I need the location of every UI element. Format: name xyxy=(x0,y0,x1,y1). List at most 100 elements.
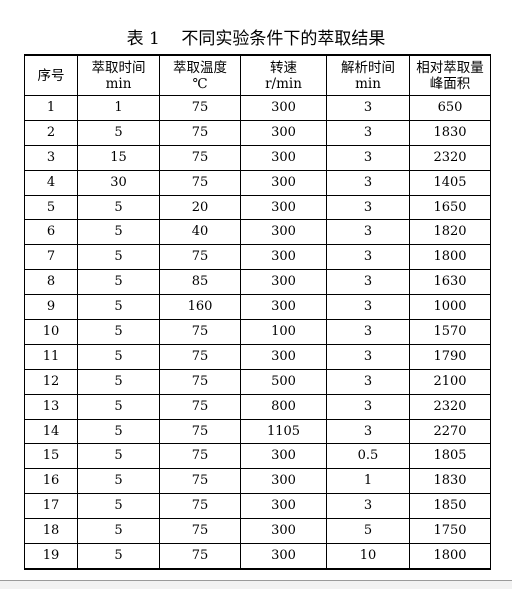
table-cell: 100 xyxy=(240,319,327,345)
table-cell: 1630 xyxy=(409,269,491,296)
table-cell: 1790 xyxy=(409,343,491,370)
table-cell: 1 xyxy=(24,95,78,121)
table-cell: 5 xyxy=(77,393,160,420)
table-cell: 300 xyxy=(240,294,327,321)
table-cell: 300 xyxy=(240,269,327,296)
table-cell: 5 xyxy=(77,244,160,271)
table-cell: 3 xyxy=(326,194,410,221)
table-cell: 13 xyxy=(24,393,78,420)
table-cell: 3 xyxy=(326,95,410,121)
table-cell: 75 xyxy=(159,119,241,146)
table-row: 11 5 75 300 3 1790 xyxy=(24,343,491,370)
table-row: 3 15 75 300 3 2320 xyxy=(24,144,491,171)
page-bottom-divider xyxy=(0,580,512,581)
table-cell: 5 xyxy=(77,343,160,370)
table-cell: 75 xyxy=(159,493,241,520)
page-bottom-strip xyxy=(0,581,512,589)
column-header-title: 萃取时间 xyxy=(91,59,146,76)
table-cell: 1 xyxy=(77,95,160,121)
table-cell: 75 xyxy=(159,144,241,171)
column-header-title: 萃取温度 xyxy=(173,59,227,76)
table-cell: 4 xyxy=(24,169,78,196)
column-header-unit: r/min xyxy=(265,75,302,92)
table-cell: 1000 xyxy=(409,294,491,321)
table-cell: 5 xyxy=(77,294,160,321)
table-cell: 1650 xyxy=(409,194,491,221)
table-cell: 300 xyxy=(240,244,327,271)
table-cell: 1805 xyxy=(409,443,491,470)
table-cell: 75 xyxy=(159,443,241,470)
table-cell: 3 xyxy=(326,319,410,345)
table-cell: 75 xyxy=(159,518,241,545)
column-header: 萃取时间 min xyxy=(77,54,160,96)
table-cell: 5 xyxy=(77,219,160,246)
table-cell: 12 xyxy=(24,368,78,395)
table-row: 14 5 75 1105 3 2270 xyxy=(24,418,491,445)
table-cell: 800 xyxy=(240,393,327,420)
table-cell: 2320 xyxy=(409,144,491,171)
table-cell: 20 xyxy=(159,194,241,221)
table-cell: 5 xyxy=(77,319,160,345)
header-row: 序号 萃取时间 min 萃取温度 ℃ 转速 r/min 解析时间 min 相对萃取量 峰面积 xyxy=(24,54,491,96)
table-cell: 75 xyxy=(159,368,241,395)
table-cell: 5 xyxy=(77,443,160,470)
table-cell: 9 xyxy=(24,294,78,321)
column-header: 转速 r/min xyxy=(240,54,327,96)
column-header-unit: min xyxy=(355,75,381,92)
table-cell: 1820 xyxy=(409,219,491,246)
table-cell: 8 xyxy=(24,269,78,296)
table-cell: 75 xyxy=(159,393,241,420)
table-cell: 1750 xyxy=(409,518,491,545)
table-cell: 5 xyxy=(24,194,78,221)
column-header-title: 序号 xyxy=(37,67,65,84)
column-header-title: 相对萃取量 xyxy=(416,59,484,76)
table-row: 9 5 160 300 3 1000 xyxy=(24,294,491,321)
table-cell: 3 xyxy=(326,269,410,296)
table-cell: 3 xyxy=(326,368,410,395)
table-cell: 300 xyxy=(240,343,327,370)
table-cell: 5 xyxy=(77,493,160,520)
column-header: 萃取温度 ℃ xyxy=(159,54,241,96)
table-cell: 300 xyxy=(240,468,327,495)
column-header-unit: ℃ xyxy=(192,75,208,92)
table-row: 13 5 75 800 3 2320 xyxy=(24,393,491,420)
table-cell: 1800 xyxy=(409,543,491,570)
table-cell: 75 xyxy=(159,169,241,196)
table-cell: 1850 xyxy=(409,493,491,520)
table-row: 15 5 75 300 0.5 1805 xyxy=(24,443,491,470)
table-caption: 表 1 不同实验条件下的萃取结果 xyxy=(126,29,386,49)
table-cell: 300 xyxy=(240,443,327,470)
table-cell: 300 xyxy=(240,219,327,246)
table-cell: 75 xyxy=(159,343,241,370)
table-cell: 75 xyxy=(159,95,241,121)
table-cell: 16 xyxy=(24,468,78,495)
table-row: 5 5 20 300 3 1650 xyxy=(24,194,491,221)
table-cell: 5 xyxy=(77,518,160,545)
table-cell: 1 xyxy=(326,468,410,495)
column-header-unit: min xyxy=(105,75,132,92)
table-cell: 650 xyxy=(409,95,491,121)
table-cell: 1105 xyxy=(240,418,327,445)
table-cell: 75 xyxy=(159,418,241,445)
table-cell: 3 xyxy=(326,418,410,445)
table-cell: 10 xyxy=(24,319,78,345)
table-cell: 15 xyxy=(24,443,78,470)
table-cell: 17 xyxy=(24,493,78,520)
table-cell: 0.5 xyxy=(326,443,410,470)
table-cell: 7 xyxy=(24,244,78,271)
table-cell: 5 xyxy=(77,119,160,146)
table-row: 8 5 85 300 3 1630 xyxy=(24,269,491,296)
table-cell: 19 xyxy=(24,543,78,570)
table-cell: 3 xyxy=(326,493,410,520)
table-cell: 5 xyxy=(77,194,160,221)
table-cell: 3 xyxy=(326,119,410,146)
column-header: 相对萃取量 峰面积 xyxy=(409,54,491,96)
table-cell: 2270 xyxy=(409,418,491,445)
table-cell: 11 xyxy=(24,343,78,370)
table-cell: 300 xyxy=(240,119,327,146)
table-cell: 500 xyxy=(240,368,327,395)
table-cell: 1830 xyxy=(409,119,491,146)
table-cell: 1830 xyxy=(409,468,491,495)
table-cell: 300 xyxy=(240,543,327,570)
